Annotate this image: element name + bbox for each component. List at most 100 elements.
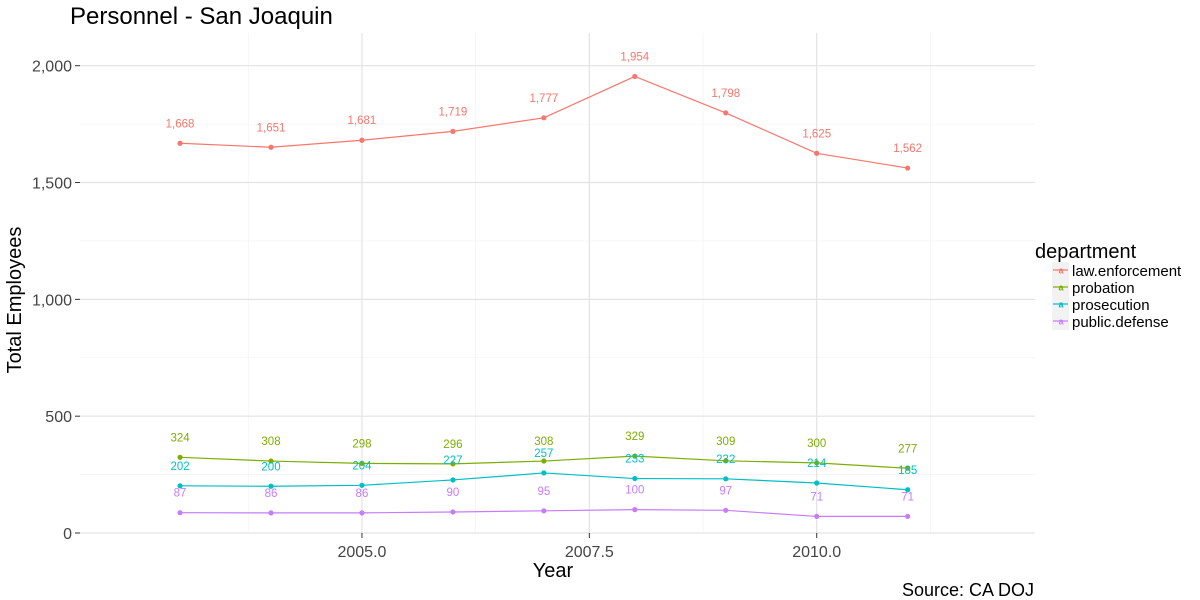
y-axis-ticks: 0 500 1,000 1,500 2,000 — [32, 59, 80, 543]
data-point-law.enforcement — [177, 140, 183, 146]
y-tick-label: 0 — [63, 526, 72, 543]
data-label-public.defense: 97 — [719, 485, 732, 497]
legend-label-prosecution: prosecution — [1072, 297, 1150, 314]
data-label-law.enforcement: 1,954 — [620, 51, 649, 63]
series-points — [177, 73, 911, 520]
data-point-law.enforcement — [632, 73, 638, 80]
data-label-public.defense: 100 — [625, 485, 644, 497]
data-label-probation: 308 — [261, 436, 280, 448]
data-point-public.defense — [632, 507, 638, 513]
data-point-law.enforcement — [359, 137, 365, 143]
data-label-probation: 324 — [170, 432, 190, 444]
minor-gridlines — [80, 33, 1035, 533]
data-label-law.enforcement: 1,562 — [893, 143, 922, 155]
data-point-prosecution — [450, 477, 456, 483]
data-point-prosecution — [177, 483, 183, 489]
data-labels: 1,668 1,651 1,681 1,719 1,777 1,954 1,798 1,625… — [166, 51, 922, 503]
data-label-public.defense: 95 — [537, 486, 550, 498]
data-label-law.enforcement: 1,719 — [439, 106, 468, 118]
data-label-probation: 308 — [534, 436, 553, 448]
data-point-prosecution — [632, 475, 638, 482]
legend-label-probation: probation — [1072, 280, 1135, 297]
chart-title: Personnel - San Joaquin — [70, 3, 333, 30]
y-axis-title: Total Employees — [4, 227, 26, 374]
data-point-law.enforcement — [268, 144, 274, 150]
data-point-prosecution — [359, 482, 365, 488]
legend-key-glyph-probation: a — [1058, 283, 1064, 293]
data-point-probation — [814, 460, 820, 466]
legend-key-glyph-law.enforcement: a — [1058, 266, 1064, 276]
data-label-probation: 309 — [716, 436, 735, 448]
data-point-probation — [723, 458, 729, 464]
y-tick-label: 1,500 — [32, 176, 72, 193]
data-label-probation: 300 — [807, 438, 826, 450]
data-point-law.enforcement — [450, 128, 456, 134]
data-label-public.defense: 86 — [265, 488, 278, 500]
legend-key-glyph-public.defense: a — [1058, 317, 1064, 327]
data-label-law.enforcement: 1,777 — [529, 93, 558, 105]
data-label-prosecution: 214 — [807, 458, 827, 470]
data-label-law.enforcement: 1,668 — [166, 118, 195, 130]
data-point-prosecution — [268, 483, 274, 489]
legend-label-public.defense: public.defense — [1072, 314, 1169, 331]
data-label-public.defense: 87 — [174, 488, 187, 500]
data-point-public.defense — [359, 510, 365, 516]
x-tick-label: 2007.5 — [565, 544, 614, 561]
data-label-probation: 296 — [443, 439, 462, 451]
data-point-probation — [268, 458, 274, 464]
data-label-prosecution: 202 — [170, 461, 189, 473]
data-label-law.enforcement: 1,798 — [711, 88, 740, 100]
source-caption: Source: CA DOJ — [902, 580, 1034, 600]
data-label-public.defense: 71 — [901, 491, 914, 503]
data-label-probation: 329 — [625, 431, 644, 443]
data-label-public.defense: 71 — [810, 491, 823, 503]
legend-title: department — [1035, 241, 1137, 263]
data-point-public.defense — [177, 510, 183, 516]
data-label-probation: 298 — [352, 438, 371, 450]
x-axis-ticks: 2005.0 2007.5 2010.0 — [337, 533, 841, 561]
data-point-prosecution — [905, 487, 911, 493]
y-tick-label: 2,000 — [32, 59, 72, 76]
data-label-prosecution: 257 — [534, 448, 553, 460]
data-point-public.defense — [905, 513, 911, 520]
series-line-law.enforcement — [180, 75, 908, 169]
data-point-prosecution — [541, 470, 547, 476]
data-label-public.defense: 86 — [356, 488, 369, 500]
data-label-law.enforcement: 1,681 — [348, 115, 377, 127]
data-point-law.enforcement — [541, 115, 547, 121]
data-point-prosecution — [814, 480, 820, 486]
data-point-law.enforcement — [723, 110, 729, 116]
major-gridlines — [80, 33, 1035, 534]
data-label-prosecution: 204 — [352, 460, 372, 472]
data-point-public.defense — [814, 513, 820, 520]
data-label-public.defense: 90 — [447, 487, 460, 499]
data-label-law.enforcement: 1,625 — [802, 128, 831, 140]
data-label-prosecution: 233 — [625, 454, 644, 466]
data-point-probation — [905, 465, 911, 471]
y-tick-label: 1,000 — [32, 292, 72, 309]
data-label-law.enforcement: 1,651 — [257, 122, 286, 134]
data-point-public.defense — [268, 510, 274, 516]
data-point-probation — [359, 460, 365, 466]
data-point-public.defense — [541, 508, 547, 514]
data-label-prosecution: 227 — [443, 455, 462, 467]
legend-label-law.enforcement: law.enforcement — [1072, 263, 1182, 280]
legend-key-glyph-prosecution: a — [1058, 300, 1064, 310]
data-label-prosecution: 232 — [716, 454, 735, 466]
data-point-law.enforcement — [905, 165, 911, 171]
x-tick-label: 2005.0 — [337, 544, 386, 561]
data-point-probation — [450, 461, 456, 467]
data-label-prosecution: 200 — [261, 461, 280, 473]
data-point-public.defense — [723, 507, 729, 513]
x-tick-label: 2010.0 — [792, 544, 841, 561]
data-point-law.enforcement — [814, 150, 820, 156]
x-axis-title: Year — [533, 560, 574, 582]
data-point-probation — [632, 453, 638, 459]
data-point-prosecution — [723, 476, 729, 482]
data-label-probation: 277 — [898, 443, 917, 455]
data-point-probation — [177, 454, 183, 460]
data-label-prosecution: 185 — [898, 465, 917, 477]
data-point-public.defense — [450, 509, 456, 515]
